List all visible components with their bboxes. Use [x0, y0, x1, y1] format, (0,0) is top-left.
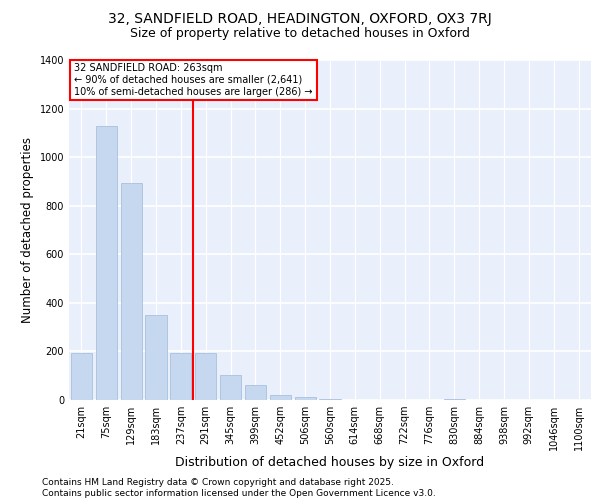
Bar: [121, 183, 142, 400]
X-axis label: Distribution of detached houses by size in Oxford: Distribution of detached houses by size …: [175, 456, 485, 468]
Bar: [295, 397, 316, 400]
Text: 32, SANDFIELD ROAD, HEADINGTON, OXFORD, OX3 7RJ: 32, SANDFIELD ROAD, HEADINGTON, OXFORD, …: [108, 12, 492, 26]
Bar: [71, 352, 92, 400]
Bar: [444, 399, 465, 400]
Text: Size of property relative to detached houses in Oxford: Size of property relative to detached ho…: [130, 28, 470, 40]
Bar: [195, 353, 216, 400]
Y-axis label: Number of detached properties: Number of detached properties: [21, 137, 34, 323]
Bar: [270, 395, 291, 400]
Bar: [145, 315, 167, 400]
Bar: [319, 399, 341, 400]
Text: 32 SANDFIELD ROAD: 263sqm
← 90% of detached houses are smaller (2,641)
10% of se: 32 SANDFIELD ROAD: 263sqm ← 90% of detac…: [74, 64, 313, 96]
Bar: [220, 375, 241, 400]
Bar: [170, 353, 191, 400]
Bar: [96, 126, 117, 400]
Text: Contains HM Land Registry data © Crown copyright and database right 2025.
Contai: Contains HM Land Registry data © Crown c…: [42, 478, 436, 498]
Bar: [245, 386, 266, 400]
